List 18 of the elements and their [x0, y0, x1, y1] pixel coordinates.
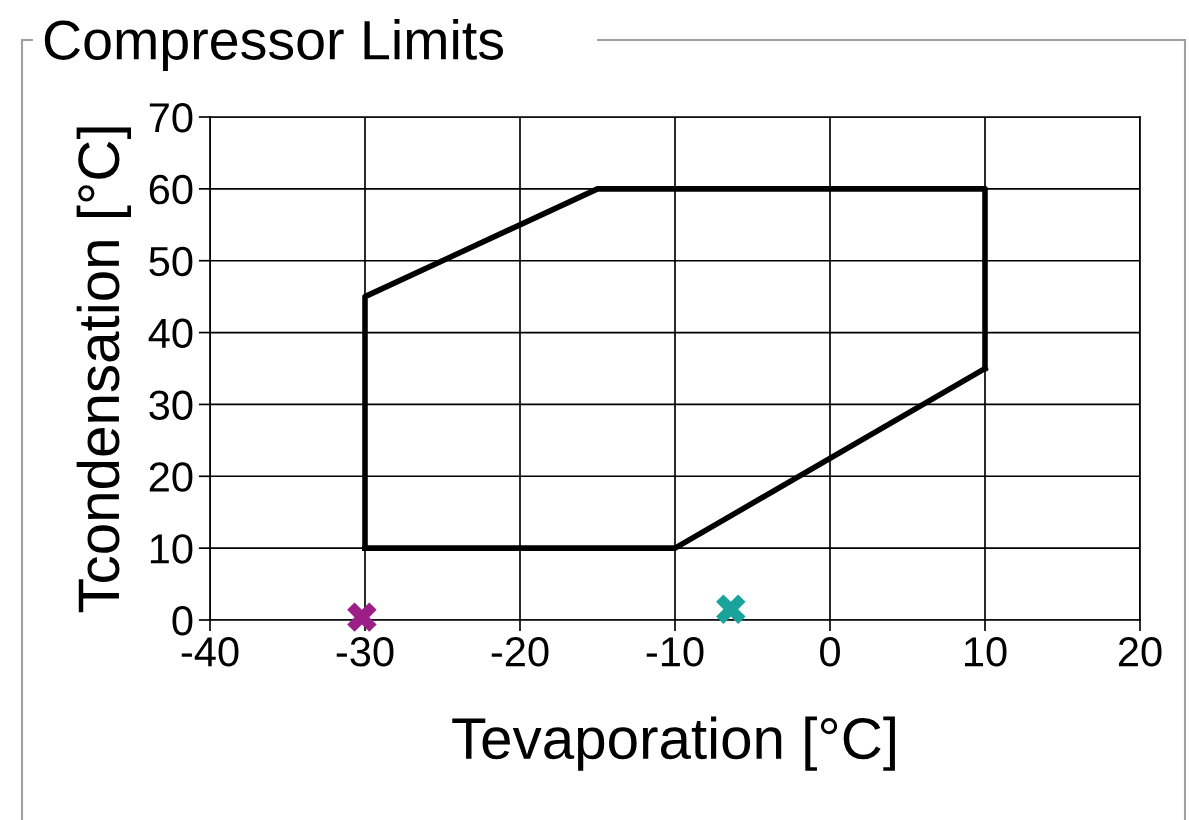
x-tick-label: 10 — [965, 637, 1007, 667]
y-tick-label: 40 — [148, 318, 193, 349]
y-tick-label: 30 — [149, 390, 193, 420]
y-tick-label: 50 — [149, 246, 193, 277]
y-tick-label: 0 — [172, 606, 193, 636]
x-tick-label: -10 — [646, 637, 704, 667]
x-tick-label: 0 — [820, 637, 840, 667]
y-tick-label: 10 — [150, 534, 193, 564]
x-axis-title: Tevaporation [°C] — [452, 716, 895, 771]
x-tick-label: -20 — [491, 637, 549, 667]
x-tick-label: -40 — [181, 637, 239, 667]
y-tick-label: 70 — [149, 103, 193, 133]
chart-title: Compressor Limits — [44, 19, 504, 71]
x-tick-label: 20 — [1118, 637, 1162, 667]
y-axis-title: Tcondensation [°C] — [76, 127, 132, 613]
x-tick-label: -30 — [336, 637, 394, 667]
y-tick-label: 20 — [149, 462, 193, 492]
y-tick-label: 60 — [149, 174, 193, 205]
